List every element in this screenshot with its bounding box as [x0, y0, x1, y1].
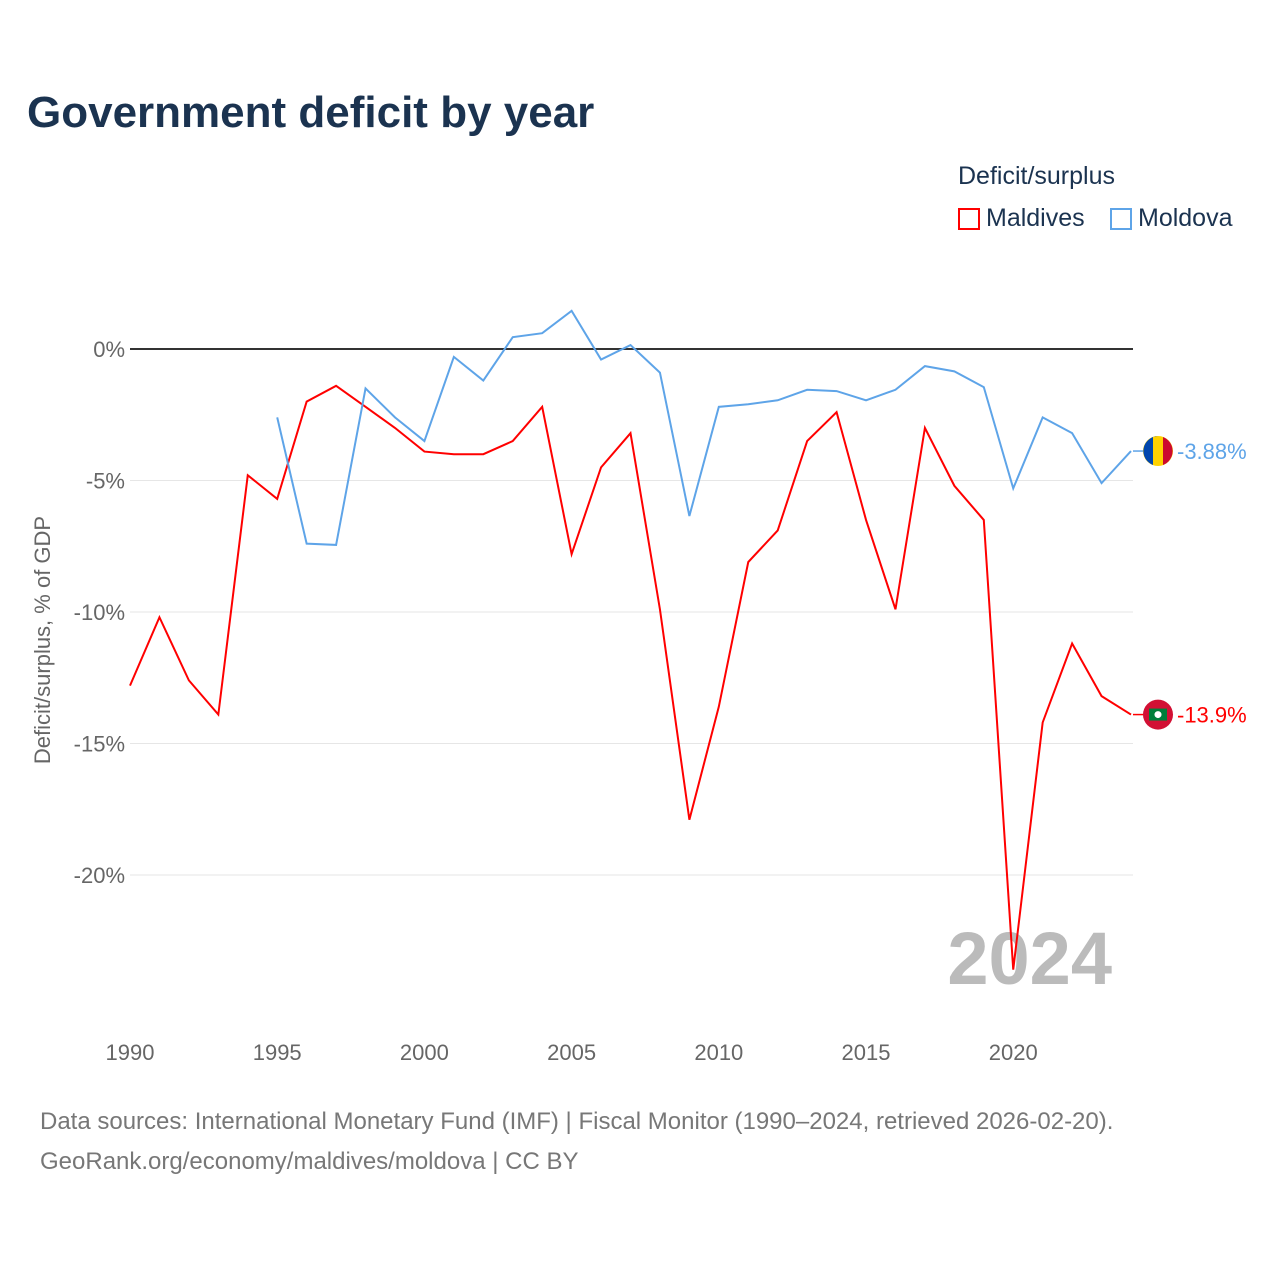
end-value-label: -13.9% [1177, 703, 1247, 728]
source-url[interactable]: GeoRank.org/economy/maldives/moldova | C… [40, 1148, 579, 1175]
flag-red [1163, 437, 1173, 466]
x-tick-label: 2000 [400, 1040, 449, 1065]
series-line-moldova [276, 309, 1132, 546]
legend-title: Deficit/surplus [958, 162, 1115, 190]
x-tick-label: 1995 [253, 1040, 302, 1065]
y-tick-label: -15% [74, 732, 125, 757]
flag-blue [1143, 436, 1158, 466]
chart-title: Government deficit by year [27, 88, 595, 137]
x-tick-label: 2005 [547, 1040, 596, 1065]
legend-swatch-moldova [1110, 207, 1132, 230]
x-tick-label: 2010 [694, 1040, 743, 1065]
y-tick-label: 0% [93, 337, 125, 362]
series-line-maldives [129, 384, 1132, 970]
x-tick-label: 2020 [989, 1040, 1038, 1065]
y-tick-label: -10% [74, 600, 125, 625]
legend-item-moldova[interactable]: Moldova [1110, 204, 1233, 233]
x-tick-label: 2015 [842, 1040, 891, 1065]
y-tick-label: -5% [86, 469, 125, 494]
legend-label: Maldives [986, 204, 1085, 232]
y-axis-label: Deficit/surplus, % of GDP [30, 516, 55, 764]
y-tick-label: -20% [74, 863, 125, 888]
year-watermark: 2024 [947, 917, 1112, 1000]
source-text: Data sources: International Monetary Fun… [40, 1108, 1114, 1135]
legend-swatch-maldives [958, 207, 980, 230]
x-tick-label: 1990 [106, 1040, 155, 1065]
flag-crescent [1154, 711, 1162, 719]
end-value-label: -3.88% [1177, 439, 1247, 464]
legend-label: Moldova [1138, 204, 1233, 232]
legend-item-maldives[interactable]: Maldives [958, 204, 1085, 233]
